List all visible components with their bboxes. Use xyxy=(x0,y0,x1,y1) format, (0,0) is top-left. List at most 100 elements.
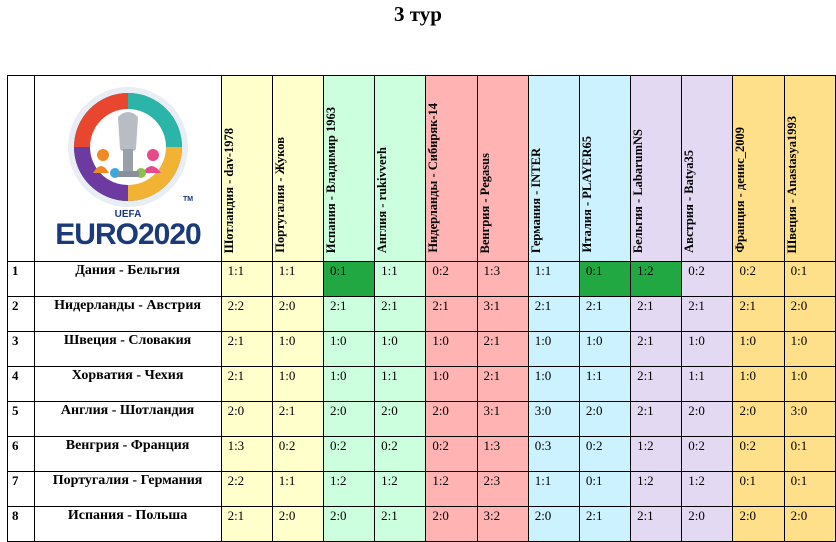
score-cell: 2:1 xyxy=(425,296,478,332)
score-cell: 1:1 xyxy=(220,261,273,297)
score-cell: 2:0 xyxy=(425,401,478,437)
score-cell: 2:0 xyxy=(322,506,376,542)
column-header-label: Франция - денис_2009 xyxy=(733,127,748,253)
score-cell: 2:0 xyxy=(681,506,734,542)
score-cell: 1:0 xyxy=(783,366,836,402)
score-cell: 1:3 xyxy=(476,261,529,297)
score-cell: 0:2 xyxy=(374,436,427,472)
column-header-6: Венгрия - Pegasus xyxy=(476,75,529,262)
score-cell: 3:1 xyxy=(476,296,529,332)
table-row: 5 Англия - Шотландия 2:0 2:1 2:0 2:0 2:0 3:1 3:0… xyxy=(7,401,836,437)
column-header-3: Испания - Владимир 1963 xyxy=(322,75,376,262)
score-cell: 1:3 xyxy=(220,436,273,472)
score-cell: 0:1 xyxy=(578,261,632,297)
row-number: 1 xyxy=(7,261,35,297)
match-name: Англия - Шотландия xyxy=(33,401,222,437)
score-cell: 2:1 xyxy=(476,366,529,402)
score-cell: 1:2 xyxy=(630,471,683,507)
score-cell: 0:2 xyxy=(681,436,734,472)
score-cell: 2:0 xyxy=(322,401,376,437)
score-cell: 3:2 xyxy=(476,506,529,542)
logo-wordmark: EURO2020 xyxy=(55,218,201,251)
score-cell: 2:1 xyxy=(374,296,427,332)
score-cell: 1:0 xyxy=(732,366,785,402)
column-header-label: Австрия - Batya35 xyxy=(682,150,697,253)
row-number: 4 xyxy=(7,366,35,402)
score-cell: 0:2 xyxy=(732,436,785,472)
row-number: 3 xyxy=(7,331,35,367)
score-cell: 2:3 xyxy=(476,471,529,507)
column-header-12: Швеция - Anastasya1993 xyxy=(783,75,836,262)
score-cell: 0:1 xyxy=(322,261,376,297)
score-cell: 2:0 xyxy=(271,506,324,542)
table-row: 2 Нидерланды - Австрия 2:2 2:0 2:1 2:1 2:1 3:1 2… xyxy=(7,296,836,332)
score-cell: 2:1 xyxy=(681,296,734,332)
score-cell: 1:0 xyxy=(578,331,632,367)
score-cell: 0:1 xyxy=(783,471,836,507)
score-cell: 1:1 xyxy=(271,471,324,507)
match-name: Венгрия - Франция xyxy=(33,436,222,472)
score-cell: 2:1 xyxy=(630,331,683,367)
score-cell: 2:0 xyxy=(220,401,273,437)
score-cell: 2:1 xyxy=(527,296,580,332)
score-cell: 2:1 xyxy=(220,366,273,402)
score-cell: 1:2 xyxy=(374,471,427,507)
score-cell: 2:1 xyxy=(220,506,273,542)
score-cell: 2:0 xyxy=(732,506,785,542)
column-header-1: Шотландия - dav-1978 xyxy=(220,75,273,262)
column-header-9: Бельгия - LabarumNS xyxy=(630,75,683,262)
column-header-11: Франция - денис_2009 xyxy=(732,75,785,262)
score-cell: 2:0 xyxy=(783,296,836,332)
score-cell: 1:0 xyxy=(271,366,324,402)
score-cell: 0:2 xyxy=(271,436,324,472)
page-title: 3 тур xyxy=(394,2,442,26)
score-cell: 1:0 xyxy=(425,366,478,402)
logo-cell: TM UEFA EURO2020 xyxy=(33,75,222,262)
column-header-label: Италия - PLAYER65 xyxy=(579,136,594,253)
score-cell: 0:1 xyxy=(732,471,785,507)
score-cell: 1:1 xyxy=(271,261,324,297)
column-header-label: Венгрия - Pegasus xyxy=(477,152,492,253)
score-cell: 1:2 xyxy=(681,471,734,507)
table-row: 4 Хорватия - Чехия 2:1 1:0 1:0 1:1 1:0 2:1 1:0 1:… xyxy=(7,366,836,402)
score-cell: 0:2 xyxy=(578,436,632,472)
score-cell: 1:1 xyxy=(374,366,427,402)
score-cell: 1:2 xyxy=(322,471,376,507)
score-cell: 0:1 xyxy=(783,261,836,297)
score-cell: 3:0 xyxy=(527,401,580,437)
score-cell: 1:0 xyxy=(322,331,376,367)
match-name: Дания - Бельгия xyxy=(33,261,222,297)
score-cell: 2:1 xyxy=(578,296,632,332)
column-header-label: Швеция - Anastasya1993 xyxy=(784,115,799,253)
score-cell: 1:0 xyxy=(322,366,376,402)
match-name: Нидерланды - Австрия xyxy=(33,296,222,332)
score-cell: 3:0 xyxy=(783,401,836,437)
score-cell: 2:0 xyxy=(527,506,580,542)
score-cell: 2:1 xyxy=(374,506,427,542)
svg-text:UEFA: UEFA xyxy=(114,209,141,220)
score-cell: 1:1 xyxy=(527,261,580,297)
score-cell: 2:1 xyxy=(630,506,683,542)
score-cell: 0:1 xyxy=(578,471,632,507)
score-cell: 2:0 xyxy=(374,401,427,437)
column-header-label: Англия - rukivverh xyxy=(375,146,390,253)
match-name: Швеция - Словакия xyxy=(33,331,222,367)
table-row: 1 Дания - Бельгия 1:1 1:1 0:1 1:1 0:2 1:3 1:1 0:1… xyxy=(7,261,836,297)
score-cell: 1:3 xyxy=(476,436,529,472)
score-cell: 2:1 xyxy=(630,401,683,437)
corner-cell xyxy=(7,75,35,262)
score-cell: 1:0 xyxy=(271,331,324,367)
score-cell: 0:3 xyxy=(527,436,580,472)
score-cell: 2:1 xyxy=(732,296,785,332)
score-cell: 1:1 xyxy=(681,366,734,402)
score-cell: 1:0 xyxy=(732,331,785,367)
score-cell: 1:0 xyxy=(527,331,580,367)
score-cell: 1:0 xyxy=(783,331,836,367)
column-header-7: Германия - INTER xyxy=(527,75,580,262)
score-cell: 1:2 xyxy=(630,436,683,472)
column-header-8: Италия - PLAYER65 xyxy=(578,75,632,262)
column-header-label: Германия - INTER xyxy=(528,147,543,253)
column-header-2: Португалия - Жуков xyxy=(271,75,324,262)
predictions-table: TM UEFA EURO2020 Шотландия - dav-1978 Пор… xyxy=(7,75,836,542)
svg-text:TM: TM xyxy=(183,196,193,203)
